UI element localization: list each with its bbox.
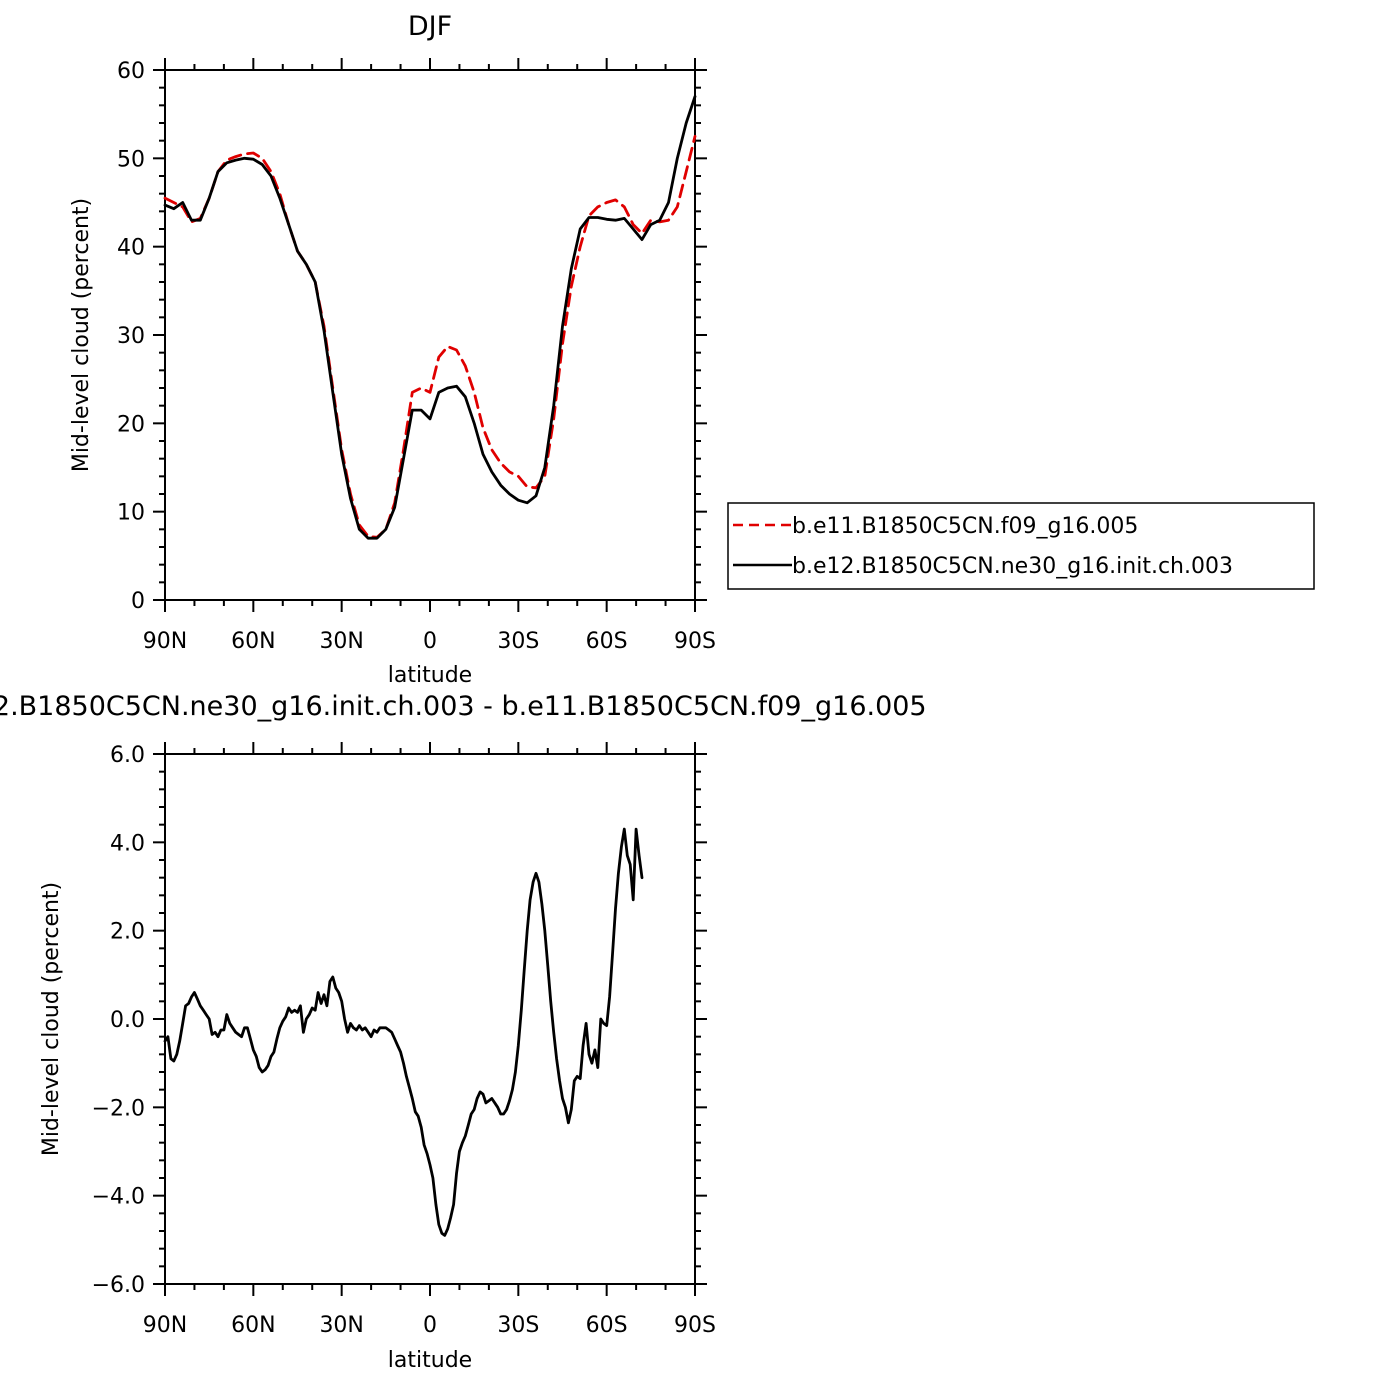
top-y-tick-label: 50 <box>117 147 145 172</box>
bottom-x-tick-label: 30N <box>319 1313 363 1338</box>
bottom-y-tick-label: 4.0 <box>110 831 145 856</box>
bottom-x-tick-label: 0 <box>423 1313 437 1338</box>
top-plot-frame <box>164 69 696 601</box>
top-y-tick-label: 10 <box>117 501 145 526</box>
top-x-tick-label: 90S <box>674 629 716 654</box>
bottom-lines <box>163 827 644 1237</box>
top-x-tick-label: 60S <box>586 629 628 654</box>
bottom-x-tick-label: 30S <box>497 1313 539 1338</box>
top-chart-title: DJF <box>408 11 452 42</box>
top-series-line-1 <box>163 134 697 539</box>
bottom-y-tick-label: 6.0 <box>110 743 145 768</box>
top-y-axis-label: Mid-level cloud (percent) <box>69 198 94 472</box>
top-y-tick-label: 30 <box>117 324 145 349</box>
bottom-x-axis-label: latitude <box>388 1348 472 1373</box>
bottom-y-tick-label: −6.0 <box>92 1273 145 1298</box>
top-x-axis-label: latitude <box>388 663 472 688</box>
top-x-tick-label: 30N <box>319 629 363 654</box>
top-x-tick-label: 60N <box>231 629 275 654</box>
top-ticks: 0 10 20 30 40 50 60 90N 60N 30N 0 30S 60S 90S <box>117 58 716 654</box>
bottom-y-tick-label: 0.0 <box>110 1008 145 1033</box>
legend-label-series-2: b.e12.B1850C5CN.ne30_g16.init.ch.003 <box>792 554 1233 579</box>
bottom-panel: b.e12.B1850C5CN.ne30_g16.init.ch.003 - b… <box>0 691 927 1373</box>
top-lines <box>163 95 697 540</box>
top-y-tick-label: 60 <box>117 59 145 84</box>
bottom-x-tick-label: 60S <box>586 1313 628 1338</box>
bottom-plot-frame <box>164 753 696 1285</box>
bottom-x-tick-label: 60N <box>231 1313 275 1338</box>
legend-label-series-1: b.e11.B1850C5CN.f09_g16.005 <box>792 514 1138 539</box>
top-series-line-2 <box>163 95 697 540</box>
top-y-tick-label: 40 <box>117 236 145 261</box>
legend: b.e11.B1850C5CN.f09_g16.005 b.e12.B1850C… <box>727 502 1315 590</box>
bottom-y-axis-label: Mid-level cloud (percent) <box>39 882 64 1156</box>
legend-box <box>727 502 1315 590</box>
bottom-x-tick-label: 90N <box>143 1313 187 1338</box>
bottom-y-tick-label: 2.0 <box>110 920 145 945</box>
top-panel: DJF 0 10 20 30 40 50 60 90N 60N 30N 0 30S 60S 90S lat… <box>69 11 716 688</box>
top-y-tick-label: 0 <box>131 589 145 614</box>
bottom-series-line-1 <box>163 827 644 1237</box>
bottom-ticks: −6.0 −4.0 −2.0 0.0 2.0 4.0 6.0 90N 60N 30N 0 30S 60S… <box>92 742 716 1338</box>
top-y-tick-label: 20 <box>117 412 145 437</box>
top-x-tick-label: 0 <box>423 629 437 654</box>
bottom-chart-title: b.e12.B1850C5CN.ne30_g16.init.ch.003 - b… <box>0 691 927 722</box>
top-x-tick-label: 30S <box>497 629 539 654</box>
bottom-y-tick-label: −4.0 <box>92 1185 145 1210</box>
bottom-x-tick-label: 90S <box>674 1313 716 1338</box>
bottom-y-tick-label: −2.0 <box>92 1096 145 1121</box>
top-x-tick-label: 90N <box>143 629 187 654</box>
